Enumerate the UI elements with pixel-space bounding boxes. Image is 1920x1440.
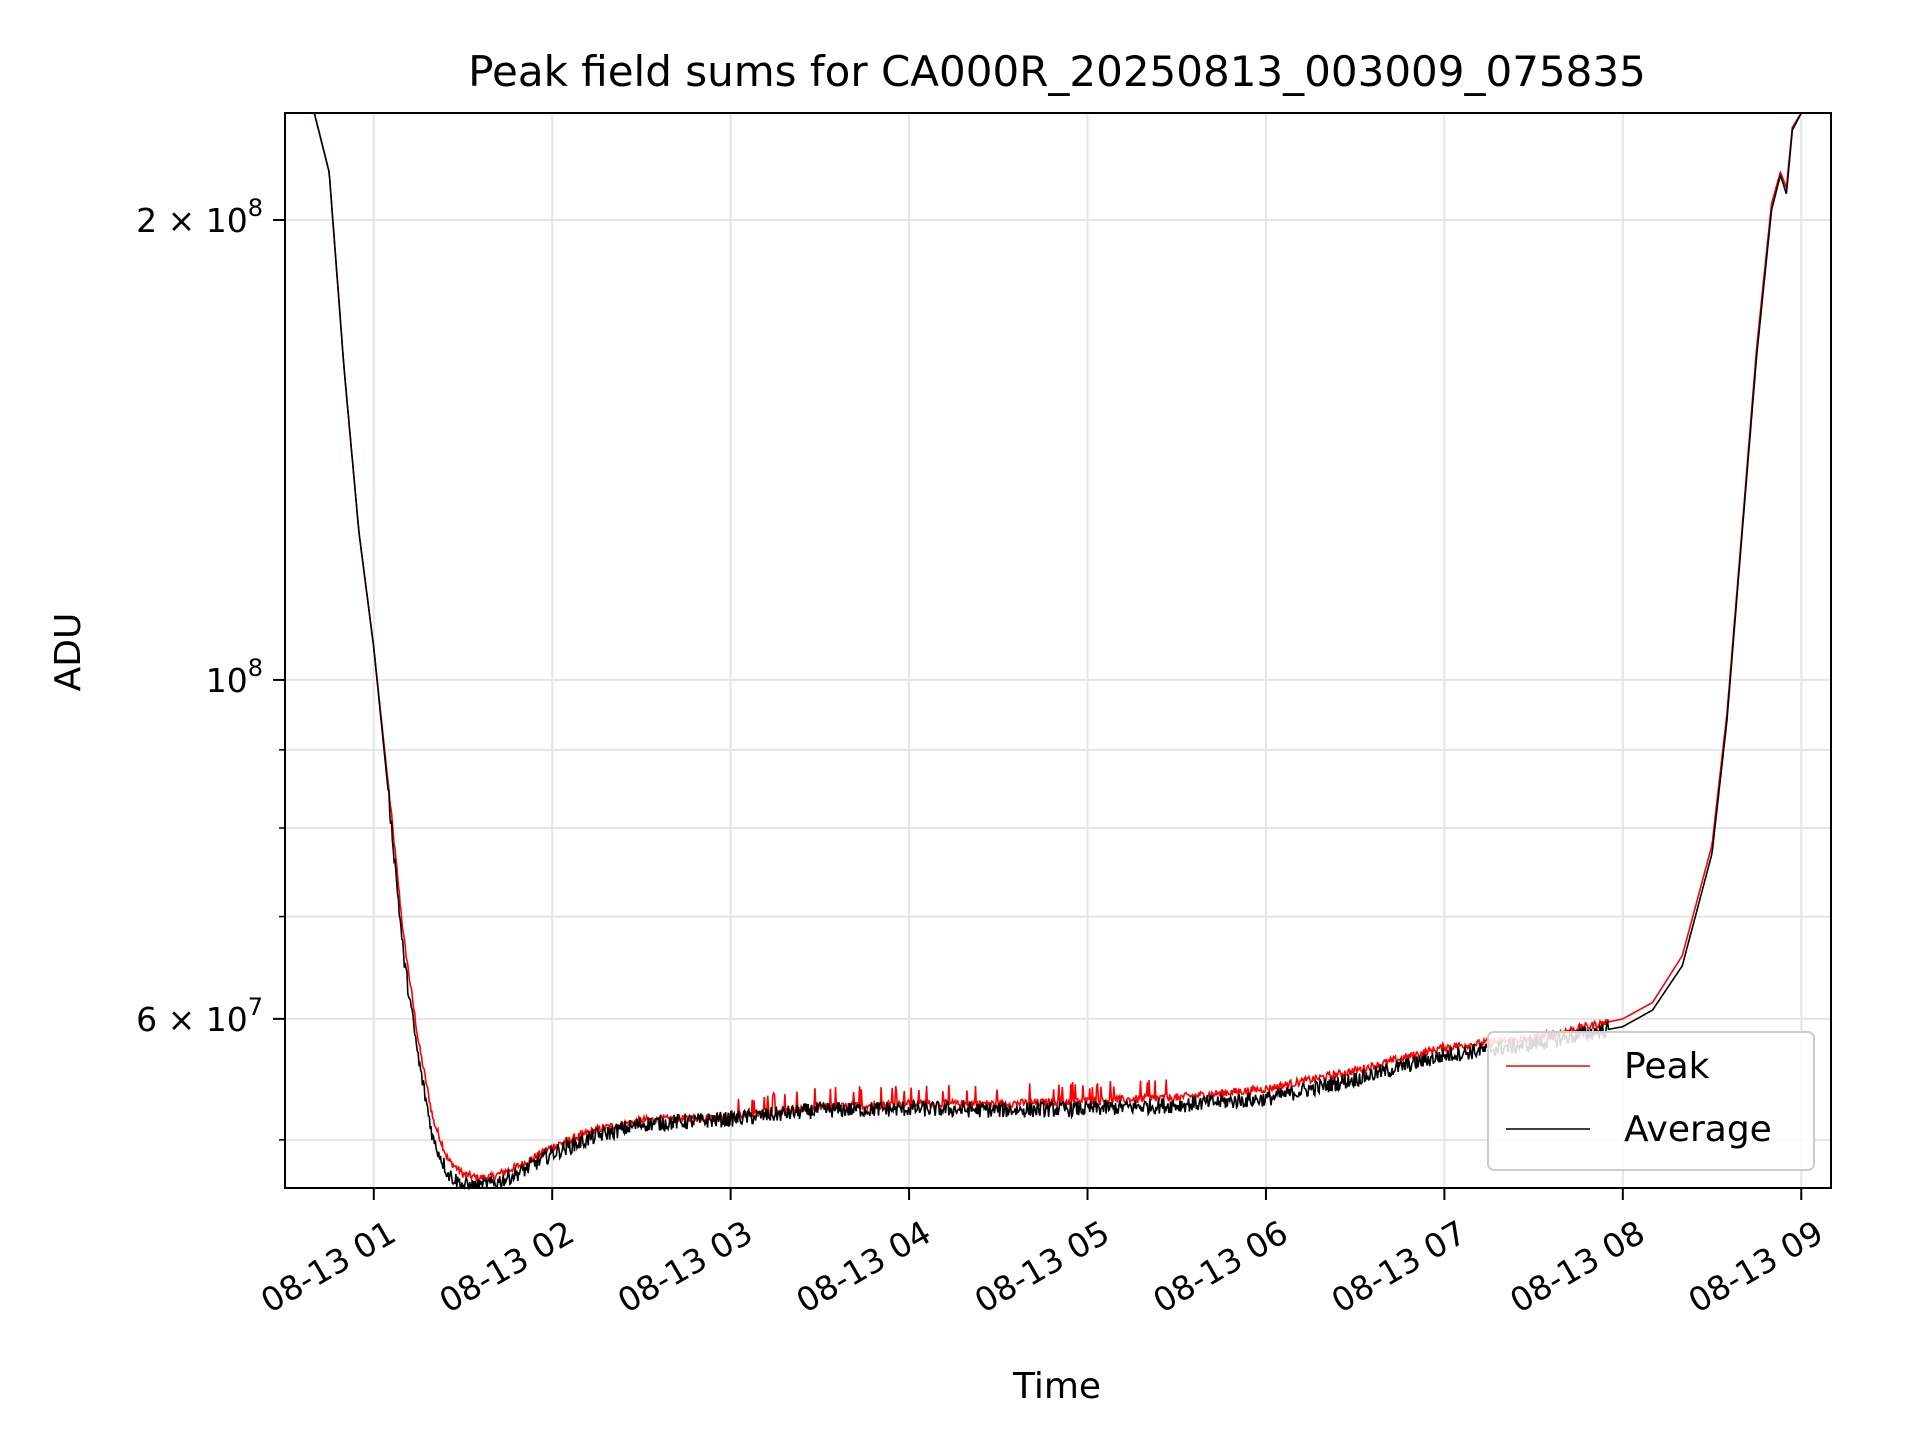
- y-axis-ticks: 2 × 108 108 6 × 107: [136, 194, 285, 1141]
- chart-title: Peak field sums for CA000R_20250813_0030…: [468, 47, 1646, 96]
- y-tick-label: 108: [206, 654, 263, 700]
- plot-frame: [284, 112, 1832, 1189]
- y-tick-label: 6 × 107: [136, 993, 263, 1039]
- legend-label-average: Average: [1624, 1109, 1772, 1150]
- x-axis-label: Time: [1012, 1366, 1101, 1407]
- y-tick-label: 2 × 108: [136, 194, 263, 240]
- legend-label-peak: Peak: [1624, 1046, 1710, 1087]
- legend: Peak Average: [1487, 1031, 1815, 1171]
- y-axis-label: ADU: [48, 613, 89, 692]
- series-line-peak: [285, 112, 1831, 1185]
